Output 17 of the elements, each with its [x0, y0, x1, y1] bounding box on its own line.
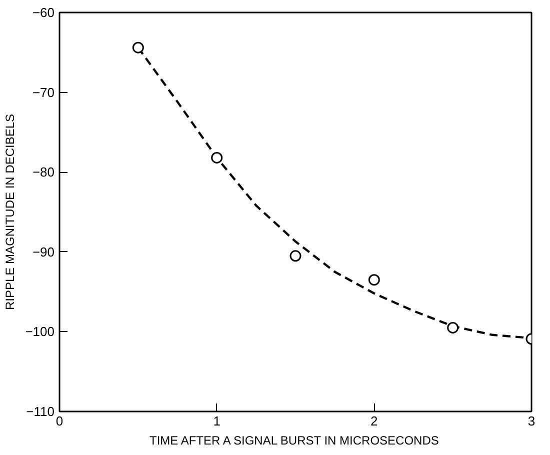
- point: [447, 322, 459, 334]
- point: [290, 250, 302, 262]
- x-tick-label: 2: [370, 414, 378, 428]
- x-axis-title: TIME AFTER A SIGNAL BURST IN MICROSECONDS: [149, 434, 439, 448]
- point: [368, 274, 380, 286]
- y-tick-label: −80: [32, 164, 55, 180]
- x-tick-label: 3: [528, 414, 536, 428]
- y-tick-label: −60: [32, 5, 55, 20]
- y-tick-label: −100: [25, 324, 55, 340]
- y-tick-label: −90: [32, 244, 55, 260]
- point: [132, 42, 144, 54]
- point: [211, 152, 223, 164]
- y-tick-label: −110: [26, 404, 55, 419]
- y-axis-title: RIPPLE MAGNITUDE IN DECIBELS: [3, 114, 18, 310]
- x-tick-label: 1: [213, 414, 220, 428]
- x-tick-label: 0: [56, 414, 64, 428]
- y-tick-label: −70: [32, 84, 55, 100]
